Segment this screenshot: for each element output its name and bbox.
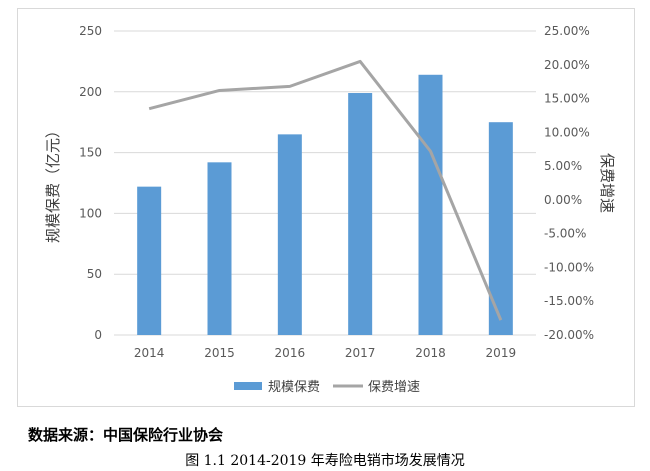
right-tick-label: -15.00% xyxy=(544,294,594,308)
right-tick-label: 20.00% xyxy=(544,58,590,72)
left-tick-label: 50 xyxy=(87,267,102,281)
right-axis-title: 保费增速 xyxy=(598,153,616,213)
x-tick-label: 2017 xyxy=(345,346,376,360)
left-tick-label: 0 xyxy=(94,328,102,342)
legend: 规模保费 保费增速 xyxy=(234,380,420,395)
bar-2018 xyxy=(418,74,443,335)
right-tick-label: -10.00% xyxy=(544,260,594,274)
gridlines xyxy=(114,30,536,336)
right-tick-label: 5.00% xyxy=(544,159,582,173)
bar-2016 xyxy=(277,134,302,335)
line-series xyxy=(148,59,503,321)
left-tick-label: 150 xyxy=(79,146,102,160)
right-tick-label: -20.00% xyxy=(544,328,594,342)
bar-2017 xyxy=(348,93,373,336)
left-tick-label: 200 xyxy=(79,85,102,99)
chart-frame: 0 50 100 150 200 250 -20.00% -15.00% -10.00% -5.… xyxy=(17,8,635,407)
source-note: 数据来源：中国保险行业协会 xyxy=(28,426,224,444)
legend-bar-swatch xyxy=(234,382,262,390)
bar-2015 xyxy=(207,162,232,335)
combo-chart: 0 50 100 150 200 250 -20.00% -15.00% -10.00% -5.… xyxy=(44,24,616,395)
right-axis-ticks: -20.00% -15.00% -10.00% -5.00% 0.00% 5.00% 10.… xyxy=(544,24,594,342)
left-axis-title: 规模保费（亿元） xyxy=(44,123,62,243)
x-tick-label: 2018 xyxy=(415,346,446,360)
right-tick-label: 25.00% xyxy=(544,24,590,38)
figure-caption: 图 1.1 2014-2019 年寿险电销市场发展情况 xyxy=(185,453,465,469)
left-tick-label: 250 xyxy=(79,24,102,38)
bar-series xyxy=(137,74,513,336)
right-tick-label: 0.00% xyxy=(544,193,582,207)
x-tick-label: 2016 xyxy=(275,346,306,360)
growth-line xyxy=(148,59,503,321)
x-tick-label: 2019 xyxy=(486,346,517,360)
right-tick-label: -5.00% xyxy=(544,227,586,241)
left-tick-label: 100 xyxy=(79,206,102,220)
right-tick-label: 15.00% xyxy=(544,92,590,106)
x-axis-ticks: 2014 2015 2016 2017 2018 2019 xyxy=(134,346,516,360)
x-tick-label: 2014 xyxy=(134,346,165,360)
left-axis-ticks: 0 50 100 150 200 250 xyxy=(79,24,102,342)
right-tick-label: 10.00% xyxy=(544,125,590,139)
x-tick-label: 2015 xyxy=(204,346,235,360)
legend-line-label: 保费增速 xyxy=(368,380,420,395)
legend-bar-label: 规模保费 xyxy=(268,380,320,395)
bar-2014 xyxy=(137,186,162,335)
